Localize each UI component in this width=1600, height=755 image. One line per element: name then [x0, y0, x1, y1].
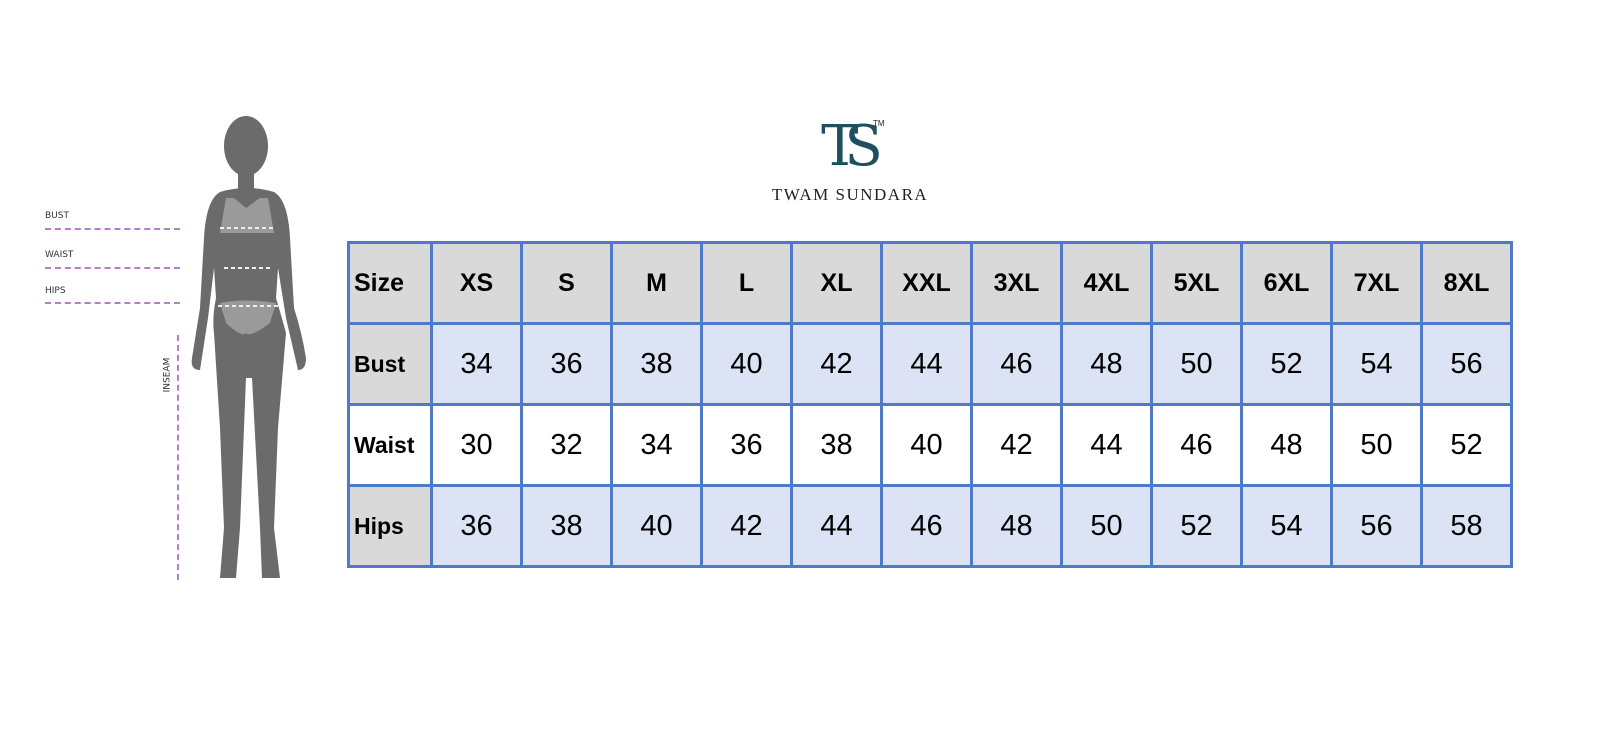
waist-line: [45, 267, 180, 269]
bust-label: BUST: [45, 211, 69, 221]
table-cell: 48: [1240, 403, 1333, 487]
table-cell: 46: [1150, 403, 1243, 487]
hips-label: HIPS: [45, 286, 66, 296]
row-label: Hips: [347, 484, 433, 568]
header-size-xxl: XXL: [880, 241, 973, 325]
table-cell: 30: [430, 403, 523, 487]
brand-monogram: TS: [821, 114, 883, 179]
table-cell: 40: [700, 322, 793, 406]
table-cell: 56: [1420, 322, 1513, 406]
table-header-row: Size XS S M L XL XXL 3XL 4XL 5XL 6XL 7XL 8XL: [347, 241, 1513, 325]
brand-name: TWAM SUNDARA: [771, 185, 929, 204]
header-size-8xl: 8XL: [1420, 241, 1513, 325]
table-cell: 36: [700, 403, 793, 487]
bust-line: [45, 228, 180, 230]
size-chart-table: Size XS S M L XL XXL 3XL 4XL 5XL 6XL 7XL 8XL Bust 34 3…: [347, 241, 1513, 568]
header-size-xl: XL: [790, 241, 883, 325]
table-cell: 50: [1330, 403, 1423, 487]
table-cell: 50: [1060, 484, 1153, 568]
table-cell: 38: [520, 484, 613, 568]
table-cell: 40: [610, 484, 703, 568]
table-cell: 44: [880, 322, 973, 406]
table-cell: 48: [1060, 322, 1153, 406]
table-cell: 46: [970, 322, 1063, 406]
header-size-label: Size: [347, 241, 433, 325]
table-cell: 56: [1330, 484, 1423, 568]
table-cell: 52: [1150, 484, 1243, 568]
table-cell: 50: [1150, 322, 1243, 406]
inseam-label: INSEAM: [162, 357, 173, 393]
table-cell: 46: [880, 484, 973, 568]
header-size-xs: XS: [430, 241, 523, 325]
table-cell: 36: [430, 484, 523, 568]
silhouette-icon: [191, 116, 306, 578]
table-cell: 52: [1240, 322, 1333, 406]
header-size-l: L: [700, 241, 793, 325]
hips-line: [45, 302, 180, 304]
table-cell: 54: [1330, 322, 1423, 406]
waist-label: WAIST: [45, 250, 74, 260]
table-cell: 34: [430, 322, 523, 406]
header-size-3xl: 3XL: [970, 241, 1063, 325]
brand-logo: TS TM TWAM SUNDARA: [760, 115, 940, 215]
trademark-symbol: TM: [873, 119, 885, 128]
table-cell: 38: [790, 403, 883, 487]
table-cell: 54: [1240, 484, 1333, 568]
table-cell: 34: [610, 403, 703, 487]
table-row-bust: Bust 34 36 38 40 42 44 46 48 50 52 54 56: [347, 322, 1513, 406]
table-cell: 48: [970, 484, 1063, 568]
table-cell: 58: [1420, 484, 1513, 568]
table-row-hips: Hips 36 38 40 42 44 46 48 50 52 54 56 58: [347, 484, 1513, 568]
table-cell: 42: [700, 484, 793, 568]
header-size-s: S: [520, 241, 613, 325]
header-size-4xl: 4XL: [1060, 241, 1153, 325]
inseam-line: [177, 335, 179, 580]
header-size-5xl: 5XL: [1150, 241, 1243, 325]
table-cell: 42: [970, 403, 1063, 487]
header-size-7xl: 7XL: [1330, 241, 1423, 325]
header-size-6xl: 6XL: [1240, 241, 1333, 325]
table-cell: 38: [610, 322, 703, 406]
row-label: Waist: [347, 403, 433, 487]
table-cell: 52: [1420, 403, 1513, 487]
table-cell: 44: [790, 484, 883, 568]
table-cell: 32: [520, 403, 613, 487]
table-cell: 44: [1060, 403, 1153, 487]
table-row-waist: Waist 30 32 34 36 38 40 42 44 46 48 50 52: [347, 403, 1513, 487]
table-cell: 40: [880, 403, 973, 487]
header-size-m: M: [610, 241, 703, 325]
row-label: Bust: [347, 322, 433, 406]
table-cell: 42: [790, 322, 883, 406]
table-cell: 36: [520, 322, 613, 406]
